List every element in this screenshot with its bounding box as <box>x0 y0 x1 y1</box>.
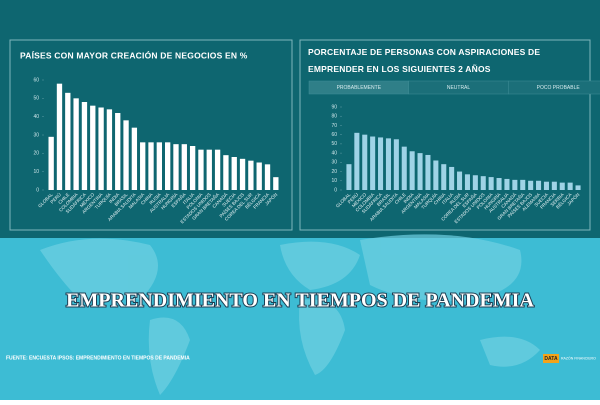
bar <box>362 134 368 190</box>
y-tick-label: 0 <box>334 187 337 193</box>
bar <box>98 107 104 190</box>
bar <box>425 154 431 190</box>
bar <box>496 178 502 190</box>
bar <box>123 120 129 190</box>
left-panel <box>9 39 293 231</box>
tab-label[interactable]: POCO PROBABLE <box>537 85 581 91</box>
y-tick-label: 80 <box>331 114 337 120</box>
banner-title: EMPRENDIMIENTO EN TIEMPOS DE PANDEMIA <box>66 290 534 312</box>
bar <box>401 146 407 190</box>
bar <box>206 149 212 190</box>
bar <box>106 109 113 190</box>
bar <box>156 142 163 190</box>
bar <box>264 164 271 190</box>
bar <box>131 127 138 190</box>
bar <box>480 176 486 190</box>
bar <box>81 102 88 190</box>
y-tick-label: 40 <box>33 114 39 120</box>
right-panel <box>299 39 591 231</box>
bar <box>512 179 518 190</box>
bar <box>273 177 279 190</box>
bar <box>90 105 96 190</box>
tab-label[interactable]: PROBABLEMENTE <box>337 85 382 91</box>
bar <box>457 171 463 190</box>
logo-box <box>543 354 559 363</box>
bar <box>189 146 196 190</box>
chart-title-box: PORCENTAJE DE PERSONAS CON ASPIRACIONES … <box>308 47 541 74</box>
bar <box>551 181 557 190</box>
bar <box>214 149 221 190</box>
y-tick-label: 0 <box>36 187 39 193</box>
bar <box>140 142 146 190</box>
bar <box>464 174 470 190</box>
bar <box>164 142 171 190</box>
bar <box>65 92 71 190</box>
chart-title: PAÍSES CON MAYOR CREACIÓN DE NEGOCIOS EN… <box>20 49 248 60</box>
y-tick-label: 30 <box>331 160 337 166</box>
bar <box>385 138 391 190</box>
source: FUENTE: ENCUESTA IPSOS: EMPRENDIMIENTO E… <box>6 355 190 361</box>
bar <box>239 158 246 190</box>
bar <box>520 179 526 190</box>
y-tick-label: 90 <box>331 104 337 110</box>
bar <box>48 136 54 190</box>
bar <box>409 151 415 190</box>
bar <box>449 166 455 190</box>
tab-label[interactable]: NEUTRAL <box>447 85 471 91</box>
bar <box>536 180 542 190</box>
bar <box>575 185 581 190</box>
logo-text: DATA <box>544 356 558 362</box>
y-tick-label: 20 <box>331 169 337 175</box>
y-tick-label: 50 <box>331 141 337 147</box>
bar <box>56 83 63 190</box>
y-tick-label: 70 <box>331 123 337 129</box>
logo-subtext: RAZÓN FINANCIERO <box>561 355 596 360</box>
y-tick-label: 60 <box>33 77 39 83</box>
bar <box>488 177 494 190</box>
y-tick-label: 10 <box>331 178 337 184</box>
bar <box>181 144 187 190</box>
bar <box>248 160 254 190</box>
world-map <box>40 234 540 395</box>
bar <box>393 139 399 190</box>
y-tick-label: 20 <box>33 151 39 157</box>
bar <box>559 182 565 190</box>
bar <box>354 132 360 190</box>
bar <box>433 160 439 190</box>
bar <box>346 164 352 190</box>
bar <box>417 153 423 190</box>
bar <box>223 155 229 190</box>
bar <box>504 178 510 190</box>
y-tick-label: 50 <box>33 96 39 102</box>
bar <box>173 144 179 190</box>
y-tick-label: 40 <box>331 150 337 156</box>
bar <box>231 157 237 190</box>
y-tick-label: 60 <box>331 132 337 138</box>
bar <box>543 181 549 190</box>
y-tick-label: 30 <box>33 132 39 138</box>
bar <box>256 162 262 190</box>
bar <box>378 137 384 190</box>
bar <box>73 98 79 190</box>
bar <box>148 142 154 190</box>
bar <box>441 164 447 190</box>
bar <box>567 182 573 190</box>
bar <box>198 149 204 190</box>
bar <box>370 136 376 190</box>
bar <box>115 113 121 190</box>
y-tick-label: 10 <box>33 169 39 175</box>
chart-title: PORCENTAJE DE PERSONAS CON ASPIRACIONES … <box>308 47 541 74</box>
tab[interactable] <box>508 80 600 95</box>
bar <box>528 180 534 190</box>
bar <box>472 175 478 190</box>
